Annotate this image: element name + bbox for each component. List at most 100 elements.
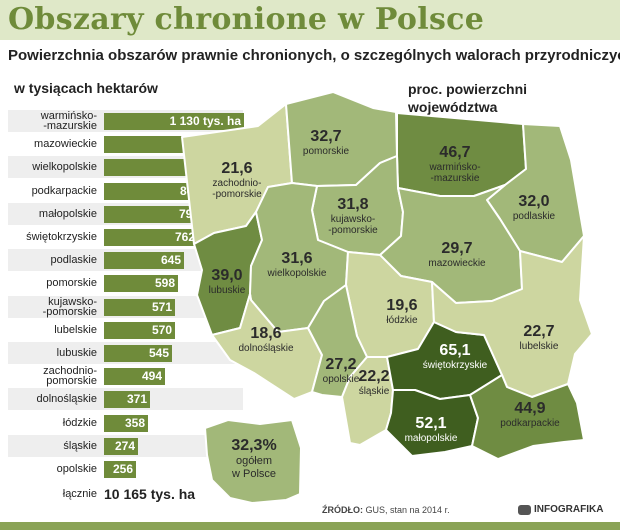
bar-label: opolskie (57, 458, 97, 480)
total-row: łącznie 10 165 tys. ha (8, 483, 243, 505)
overall-inset (204, 419, 302, 504)
bar-label-line: pomorskie (46, 277, 97, 290)
bar-label-line: kujawsko- (48, 295, 97, 308)
bar-label: pomorskie (46, 272, 97, 294)
bar-value: 762 (174, 230, 195, 244)
bar-label: podlaskie (51, 249, 97, 271)
bar: 545 (104, 345, 172, 362)
map-region-label: 31,8 kujawsko- -pomorskie (328, 196, 377, 236)
map-region-name: zachodnio- (212, 178, 262, 189)
map-region-pct: 31,8 (337, 196, 369, 213)
bar-row: kujawsko- -pomorskie 571 (8, 295, 243, 318)
bar: 256 (104, 461, 136, 478)
bar-row: podlaskie 645 (8, 249, 243, 272)
bar-value: 645 (160, 253, 181, 268)
map-region-name: -mazurskie (430, 173, 480, 184)
bar-label: małopolskie (39, 203, 97, 225)
map-region (469, 374, 585, 460)
map-region-label: 39,0 lubuskie (209, 267, 246, 296)
bar-row: lubuskie 545 (8, 342, 243, 364)
bar-label: mazowieckie (34, 133, 97, 155)
map-region-label: 29,7 mazowieckie (428, 240, 485, 269)
bar: 645 (104, 252, 184, 270)
map-region-name: dolnośląskie (238, 343, 294, 354)
bar-label-line: mazowieckie (34, 138, 97, 151)
map-region-name: łódzkie (386, 315, 418, 326)
map-region-pct: 19,6 (386, 297, 418, 314)
bar-value: 545 (148, 346, 169, 360)
units-label: w tysiącach hektarów (14, 80, 158, 96)
bar-label-line: podkarpackie (31, 184, 97, 197)
map-region-pct: 18,6 (250, 325, 282, 342)
bar-label: lubuskie (57, 342, 97, 364)
bar-label-line: małopolskie (38, 207, 97, 220)
map-region-name: -pomorskie (328, 225, 378, 236)
bar-value: 494 (141, 369, 162, 384)
bar-label: podkarpackie (32, 180, 97, 202)
brand-logo-icon (518, 505, 531, 515)
bar: 598 (104, 275, 178, 293)
bar-label-line: -mazurskie (43, 120, 97, 132)
map-region-name: śląskie (358, 386, 390, 397)
bar-label: wielkopolskie (32, 156, 97, 178)
map-region (431, 235, 593, 398)
bar-row: zachodnio-pomorskie 494 (8, 365, 243, 387)
bar-value: 274 (114, 438, 135, 453)
map-region-label: 22,2 śląskie (358, 368, 389, 397)
map-region-label: 65,1 świętokrzyskie (423, 342, 487, 371)
map-legend-line-1: proc. powierzchni (408, 81, 528, 97)
map-region-name: lubuskie (208, 285, 246, 296)
bar-value: 358 (124, 415, 145, 430)
bar-row: lubelskie 570 (8, 319, 243, 341)
bar: 494 (104, 368, 165, 386)
bar-value: 256 (112, 462, 133, 476)
bar: 1 130 tys. ha (104, 113, 244, 130)
map-legend: proc. powierzchni województwa (408, 80, 527, 116)
map-region-pct: 32,0 (518, 193, 550, 210)
map-region-pct: 44,9 (514, 400, 546, 417)
map-region-name: świętokrzyskie (422, 360, 488, 371)
map-region-label: 52,1 małopolskie (405, 415, 458, 444)
bar-row: śląskie 274 (8, 434, 243, 457)
bar-label-line: wielkopolskie (32, 161, 97, 174)
overall-text: w Polsce (231, 468, 277, 480)
map-region-name: lubelskie (519, 341, 559, 352)
bar-label: śląskie (63, 435, 97, 457)
bar-value: 1 130 tys. ha (169, 114, 241, 128)
overall-label: 32,3% ogółem w Polsce (231, 437, 276, 481)
bar-value: 570 (151, 322, 172, 337)
map-region-label: 32,7 pomorskie (303, 128, 349, 157)
bar: 371 (104, 391, 150, 409)
map-region-name: podkarpackie (500, 418, 560, 429)
map-region-label: 18,6 dolnośląskie (238, 325, 293, 354)
bar: 274 (104, 437, 138, 455)
overall-text: ogółem (235, 455, 273, 467)
bar-label-line: zachodnio- (43, 365, 97, 378)
map-region-pct: 52,1 (415, 415, 447, 432)
map-region-name: małopolskie (404, 433, 458, 444)
bar-label: dolnośląskie (36, 388, 97, 410)
source-note: ŹRÓDŁO: GUS, stan na 2014 r. (322, 505, 450, 515)
map-region-pct: 29,7 (441, 240, 473, 257)
map-region-pct: 21,6 (221, 160, 253, 177)
bar-row: dolnośląskie 371 (8, 388, 243, 411)
map-region-label: 31,6 wielkopolskie (268, 250, 327, 279)
bar-value: 598 (154, 276, 175, 291)
bar-label: łódzkie (63, 412, 97, 434)
map-region-label: 27,2 opolskie (323, 356, 360, 385)
bar-row: pomorskie 598 (8, 272, 243, 294)
bar: 571 (104, 298, 175, 316)
bar-label-line: opolskie (56, 463, 97, 475)
map-region-label: 21,6 zachodnio- -pomorskie (212, 160, 261, 200)
map-region-name: mazowieckie (428, 258, 486, 269)
map-region-pct: 22,7 (523, 323, 555, 340)
map-region-pct: 39,0 (211, 267, 243, 284)
bar-label: świętokrzyskie (26, 226, 97, 248)
bar-label: zachodnio-pomorskie (43, 365, 97, 387)
map-region-pct: 46,7 (439, 144, 471, 161)
map-region-label: 32,0 podlaskie (513, 193, 555, 222)
source-text: GUS, stan na 2014 r. (365, 505, 450, 515)
bar-label-line: świętokrzyskie (26, 231, 97, 243)
bar-row: opolskie 256 (8, 458, 243, 480)
